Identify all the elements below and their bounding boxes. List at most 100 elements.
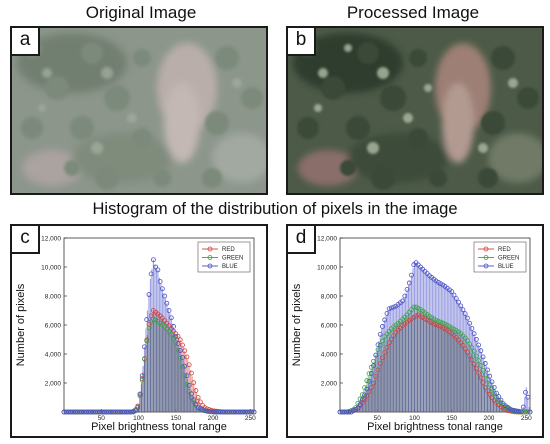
histogram-point [168,331,174,337]
panel-b-processed-image: b [286,26,544,195]
histogram-point [195,405,201,411]
histogram-point [164,300,170,306]
histogram-point [375,347,381,353]
y-tick-label: 4,000 [45,352,62,359]
histogram-point [449,289,455,295]
y-axis-label: Number of pixels [291,283,303,366]
histogram-point [77,409,83,415]
histogram-point [458,303,464,309]
histogram-point [487,373,493,379]
histogram-point [92,409,98,415]
histogram-point [151,257,156,263]
x-tick-label: 150 [170,415,181,422]
histogram-point [139,373,145,379]
histogram-point [391,333,397,339]
histogram-point [433,322,439,328]
y-tick-label: 10,000 [41,265,61,272]
histogram-point [498,397,504,403]
histogram-point [353,405,359,411]
histogram-point [344,409,350,415]
legend-label: GREEN [222,256,243,262]
histogram-point [465,349,470,355]
original-image-title: Original Image [85,3,197,22]
histogram-point [72,409,78,415]
histogram-point [249,409,255,415]
histogram-point [117,409,123,415]
histogram-point [467,320,473,326]
histogram-point [173,334,179,339]
histogram-point [480,354,486,360]
histogram-point [485,388,490,394]
y-tick-label: 2,000 [45,381,62,388]
y-tick-label: 6,000 [45,323,62,330]
histogram-point [61,409,67,415]
x-tick-label: 100 [133,415,144,422]
histogram-point [175,341,181,346]
histogram-point [485,377,490,383]
histogram-point [204,408,210,414]
y-tick-label: 6,000 [321,323,338,330]
histogram-point [368,384,374,390]
histogram-point [438,319,443,325]
histogram-point [209,409,214,415]
histogram-point [104,409,109,415]
histogram-point [242,409,248,415]
histogram-point [368,371,374,376]
histogram-point [153,264,159,270]
markers-blue [337,260,533,415]
histogram-point [373,374,379,379]
histogram-point [186,382,192,388]
histogram-point [175,347,181,353]
histogram-point [527,409,533,415]
processed-image-title: Processed Image [346,3,480,22]
processed-aerial-photo [288,28,542,193]
histogram-point [476,358,481,364]
histogram-point [482,372,488,378]
histogram-point [193,388,199,393]
histogram-point [70,409,76,415]
histogram-point [126,409,132,415]
histogram-point [233,409,239,415]
histogram-point [471,361,477,367]
histogram-point [478,363,484,368]
histogram-point [189,391,194,397]
histogram-point [135,404,141,410]
histogram-point [220,409,226,415]
histogram-point [525,394,531,400]
histogram-point [99,409,105,415]
y-tick-label: 12,000 [41,236,61,243]
panel-c-histogram-original: c 2,000 4,000 6,000 8,000 10,000 12,000 50 100 1… [10,224,268,438]
histogram-point [523,409,528,415]
histogram-point [218,409,223,415]
histogram-point [473,366,479,371]
histogram-point [191,380,197,386]
histogram-point [375,367,381,373]
histogram-point [247,409,252,415]
histogram-point [148,271,154,277]
histogram-point [75,409,80,415]
original-aerial-photo [12,28,266,193]
histogram-point [377,361,383,366]
histogram-point [520,409,526,415]
histogram-point [478,375,484,381]
panel-label-b: b [288,28,316,56]
x-tick-label: 250 [521,415,532,422]
histogram-point [491,390,497,396]
histogram-point [206,409,212,414]
histogram-point [95,409,100,415]
histogram-point [229,409,235,415]
histogram-point [137,393,143,399]
histogram-point [462,346,468,352]
histogram-point [197,406,203,412]
histogram-point [371,380,376,386]
histogram-point [186,362,192,368]
histogram-point [159,286,165,292]
histogram-point [384,344,390,350]
histogram-point [115,409,121,415]
histogram-point [81,409,87,415]
histogram-point [139,376,145,382]
x-tick-label: 250 [245,415,256,422]
histogram-point [184,382,190,387]
histogram-point [144,338,150,344]
histogram-point [244,409,250,415]
